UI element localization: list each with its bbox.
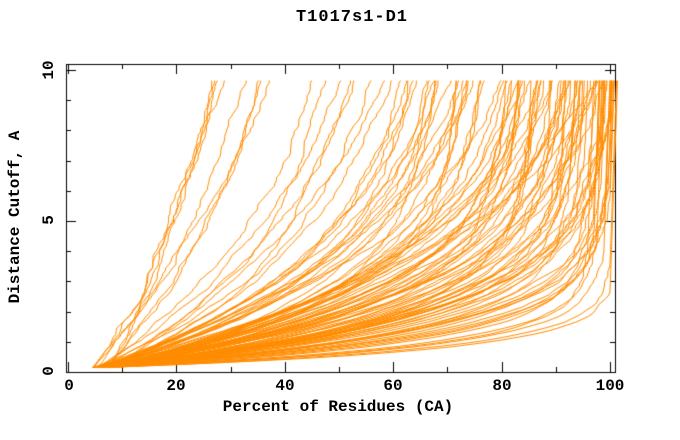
chart-title: T1017s1-D1 [295,8,409,27]
y-axis-label: Distance Cutoff, A [6,130,24,304]
y-tick-label: 10 [40,60,58,80]
y-tick-label: 0 [40,366,58,376]
x-tick-label: 80 [492,377,512,395]
x-tick-label: 60 [383,377,403,395]
x-tick-label: 40 [275,377,295,395]
x-tick-label: 0 [64,377,74,395]
x-axis-label: Percent of Residues (CA) [222,398,454,416]
x-tick-label: 20 [166,377,186,395]
y-tick-label: 5 [40,215,58,225]
x-tick-label: 100 [595,377,625,395]
